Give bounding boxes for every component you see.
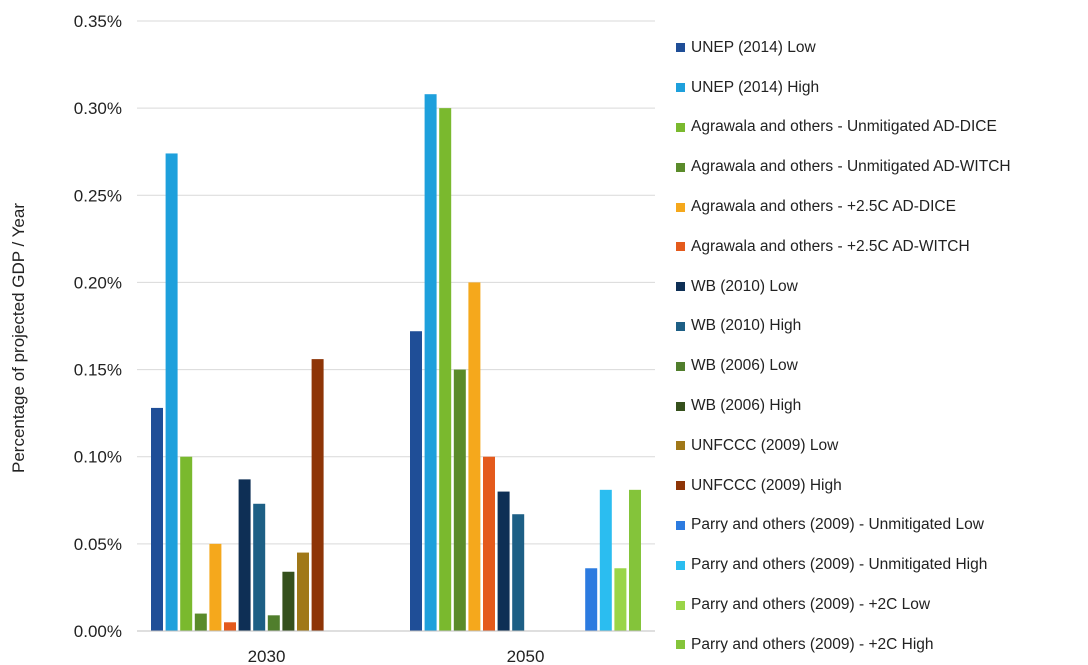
legend-label: UNFCCC (2009) High	[691, 476, 842, 494]
legend-swatch	[676, 282, 685, 292]
legend-swatch	[676, 520, 685, 530]
legend-item: WB (2010) Low	[676, 267, 1081, 307]
legend-label: UNEP (2014) Low	[691, 38, 816, 56]
bar	[151, 407, 163, 631]
bar	[614, 568, 627, 631]
bar	[439, 108, 452, 631]
y-tick-label: 0.00%	[74, 622, 122, 641]
x-axis-categories: 2030 2050	[248, 647, 545, 664]
legend-label: WB (2006) Low	[691, 357, 798, 375]
bar	[194, 613, 207, 631]
legend-label: Parry and others (2009) - Unmitigated Lo…	[691, 516, 984, 534]
bar	[238, 479, 251, 631]
legend-swatch	[676, 202, 685, 212]
y-tick-label: 0.15%	[74, 361, 122, 380]
legend-item: UNEP (2014) Low	[676, 28, 1081, 68]
legend-label: WB (2006) High	[691, 397, 802, 415]
legend-item: Parry and others (2009) - Unmitigated Hi…	[676, 545, 1081, 585]
legend-swatch	[676, 122, 685, 132]
legend-label: Parry and others (2009) - Unmitigated Hi…	[691, 556, 988, 574]
legend-item: WB (2006) High	[676, 386, 1081, 426]
bar	[282, 571, 295, 631]
legend-label: UNEP (2014) High	[691, 78, 820, 96]
legend: UNEP (2014) Low UNEP (2014) High Agrawala …	[676, 28, 1081, 665]
y-tick-label: 0.30%	[74, 99, 122, 118]
legend-swatch	[676, 560, 685, 570]
legend-label: Agrawala and others - +2.5C AD-WITCH	[691, 237, 970, 255]
legend-item: Agrawala and others - +2.5C AD-DICE	[676, 187, 1081, 227]
legend-swatch	[676, 441, 685, 451]
legend-label: Parry and others (2009) - +2C Low	[691, 596, 931, 614]
y-tick-label: 0.35%	[74, 12, 122, 31]
legend-swatch	[676, 600, 685, 610]
legend-item: Agrawala and others - +2.5C AD-WITCH	[676, 227, 1081, 267]
legend-item: Parry and others (2009) - +2C High	[676, 625, 1081, 665]
bar	[224, 622, 236, 631]
legend-swatch	[676, 640, 685, 650]
legend-label: Agrawala and others - Unmitigated AD-DIC…	[691, 118, 997, 136]
legend-swatch	[676, 83, 685, 93]
legend-label: Agrawala and others - Unmitigated AD-WIT…	[691, 158, 1011, 176]
legend-label: WB (2010) Low	[691, 277, 798, 295]
y-tick-label: 0.10%	[74, 448, 122, 467]
y-axis-ticks: 0.00% 0.05% 0.10% 0.15% 0.20% 0.25% 0.30% 0.35%	[74, 12, 122, 641]
legend-label: Parry and others (2009) - +2C High	[691, 635, 934, 653]
bar	[468, 282, 481, 631]
legend-swatch	[676, 481, 685, 491]
legend-label: UNFCCC (2009) Low	[691, 436, 839, 454]
legend-label: Agrawala and others - +2.5C AD-DICE	[691, 198, 956, 216]
y-axis-label: Percentage of projected GDP / Year	[9, 203, 28, 473]
bar	[453, 369, 466, 631]
legend-item: WB (2010) High	[676, 307, 1081, 347]
bar	[180, 456, 193, 631]
legend-item: UNFCCC (2009) Low	[676, 426, 1081, 466]
bar	[410, 331, 422, 631]
bars	[151, 94, 641, 631]
bar	[585, 568, 598, 631]
x-category-label: 2050	[507, 647, 545, 664]
legend-label: WB (2010) High	[691, 317, 802, 335]
bar	[483, 456, 495, 631]
legend-item: Agrawala and others - Unmitigated AD-DIC…	[676, 108, 1081, 148]
bar	[209, 543, 222, 631]
bar	[297, 552, 309, 631]
legend-item: UNFCCC (2009) High	[676, 466, 1081, 506]
legend-item: WB (2006) Low	[676, 346, 1081, 386]
legend-swatch	[676, 361, 685, 371]
y-tick-label: 0.05%	[74, 535, 122, 554]
legend-swatch	[676, 242, 685, 252]
bar	[599, 489, 612, 631]
legend-swatch	[676, 401, 685, 411]
y-tick-label: 0.25%	[74, 186, 122, 205]
bar	[165, 153, 178, 631]
legend-item: UNEP (2014) High	[676, 68, 1081, 108]
bar	[497, 491, 510, 631]
legend-item: Agrawala and others - Unmitigated AD-WIT…	[676, 147, 1081, 187]
legend-swatch	[676, 162, 685, 172]
bar	[424, 94, 437, 631]
bar	[253, 503, 266, 631]
legend-item: Parry and others (2009) - +2C Low	[676, 585, 1081, 625]
bar	[311, 359, 324, 631]
gridlines	[137, 20, 655, 545]
legend-swatch	[676, 321, 685, 331]
bar	[629, 489, 641, 631]
bar	[512, 514, 525, 631]
x-category-label: 2030	[248, 647, 286, 664]
y-tick-label: 0.20%	[74, 273, 122, 292]
legend-swatch	[676, 43, 685, 53]
bar	[267, 615, 280, 631]
legend-item: Parry and others (2009) - Unmitigated Lo…	[676, 506, 1081, 546]
